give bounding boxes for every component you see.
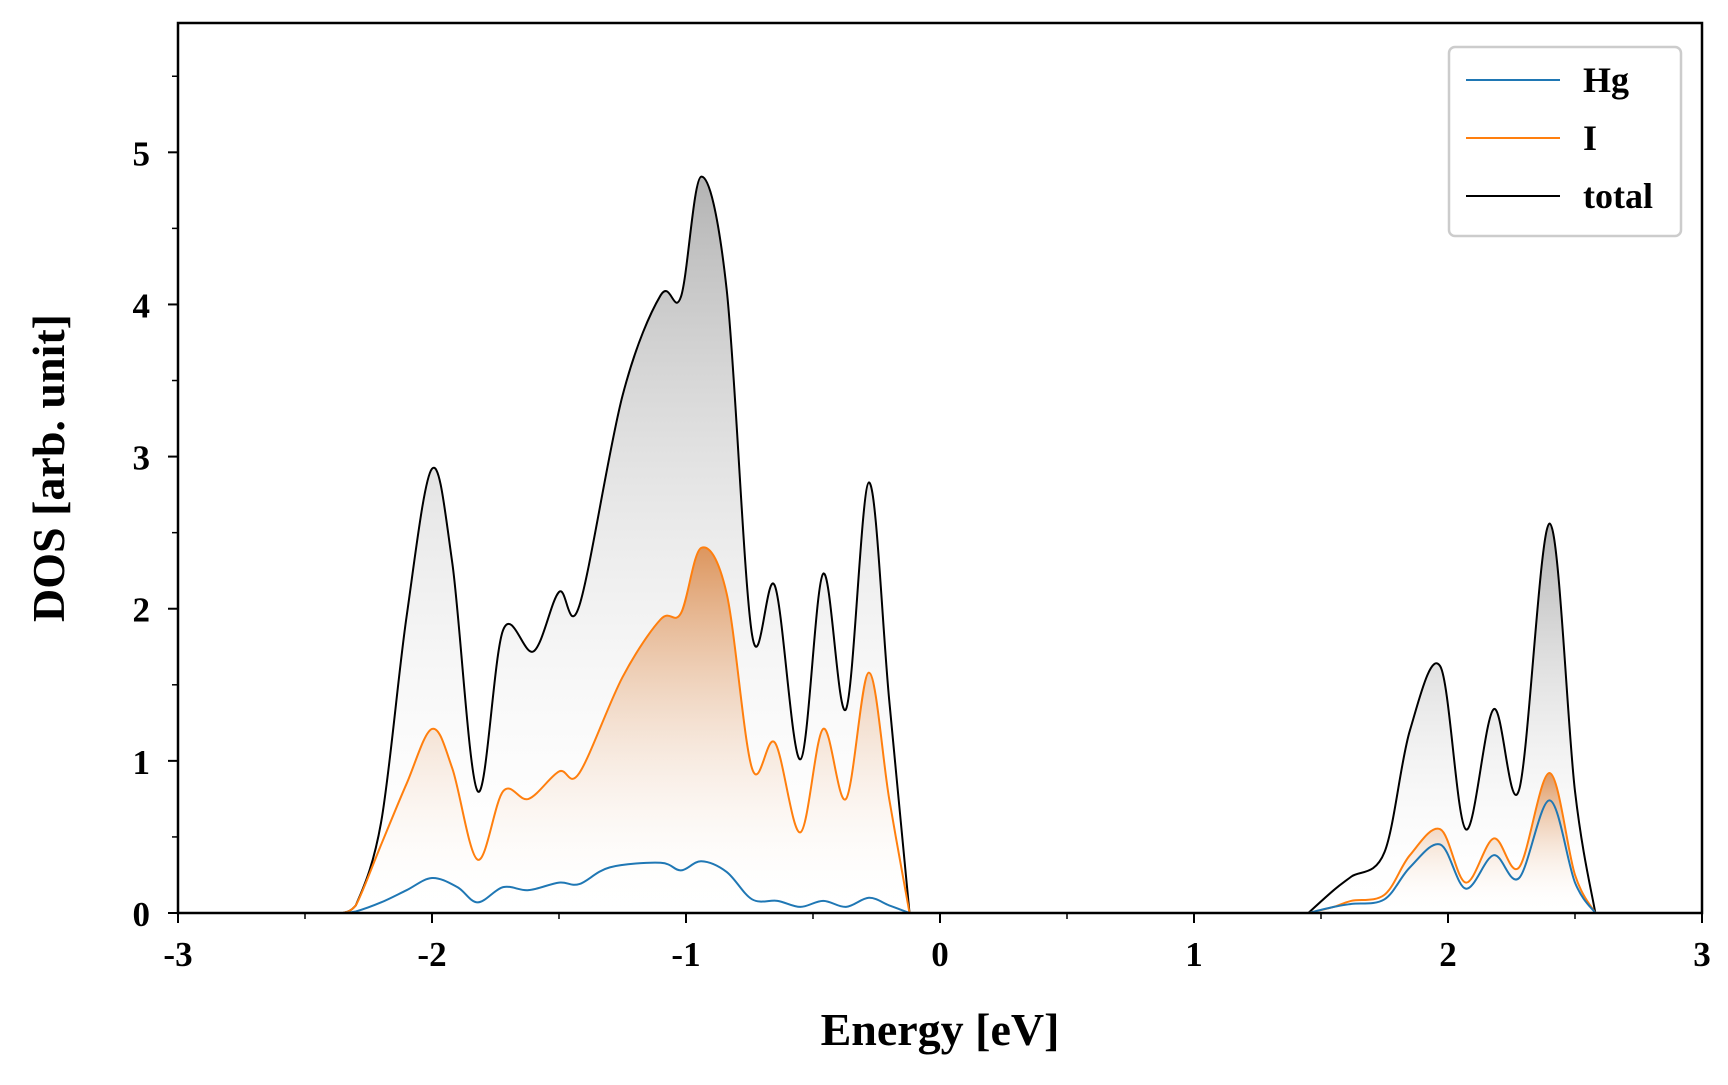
area-fill-total-0 <box>343 176 910 913</box>
area-fill-i-1 <box>1308 773 1596 913</box>
lines-layer <box>178 175 1702 913</box>
y-axis-label: DOS [arb. unit] <box>23 314 74 622</box>
x-tick-label: 3 <box>1693 935 1711 974</box>
fills-layer <box>343 176 1596 913</box>
y-tick-label: 0 <box>133 895 151 934</box>
x-tick-label: -2 <box>417 935 446 974</box>
y-tick-label: 3 <box>133 439 151 478</box>
x-tick-label: 1 <box>1185 935 1203 974</box>
series-line-i-0 <box>342 546 911 913</box>
legend-label-hg: Hg <box>1583 60 1629 100</box>
series-line-total-0 <box>342 175 911 913</box>
legend-box <box>1447 45 1683 238</box>
x-tick-label: -3 <box>163 935 192 974</box>
ticks-layer: -3 -2 -1 0 1 2 3 0 1 2 3 4 5 <box>133 75 1711 974</box>
series-line-total-1 <box>1307 522 1597 913</box>
series-line-i-1 <box>1308 772 1597 913</box>
area-fill-i-0 <box>343 547 910 913</box>
x-tick-label: 2 <box>1439 935 1457 974</box>
series-line-hg-1 <box>1308 799 1597 913</box>
legend-label-i: I <box>1583 118 1597 158</box>
y-tick-label: 5 <box>133 134 151 173</box>
y-tick-label: 1 <box>133 743 151 782</box>
y-tick-label: 2 <box>133 591 151 630</box>
x-tick-label: -1 <box>671 935 700 974</box>
series-line-hg-0 <box>342 860 910 913</box>
x-axis-label: Energy [eV] <box>821 1004 1060 1055</box>
legend-label-total: total <box>1583 176 1653 216</box>
y-tick-label: 4 <box>133 286 151 325</box>
area-fill-total-1 <box>1308 523 1596 913</box>
x-tick-label: 0 <box>931 935 949 974</box>
